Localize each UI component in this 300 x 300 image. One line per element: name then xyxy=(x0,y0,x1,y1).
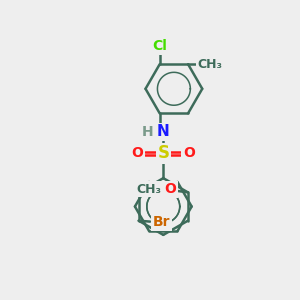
Text: H: H xyxy=(141,125,153,139)
Text: O: O xyxy=(164,182,176,196)
Text: Br: Br xyxy=(153,215,170,229)
Text: S: S xyxy=(157,144,169,162)
Text: O: O xyxy=(183,146,195,161)
Text: Cl: Cl xyxy=(152,39,167,53)
Text: O: O xyxy=(132,146,143,161)
Text: N: N xyxy=(157,124,170,140)
Text: CH₃: CH₃ xyxy=(136,183,161,196)
Text: CH₃: CH₃ xyxy=(197,58,222,71)
